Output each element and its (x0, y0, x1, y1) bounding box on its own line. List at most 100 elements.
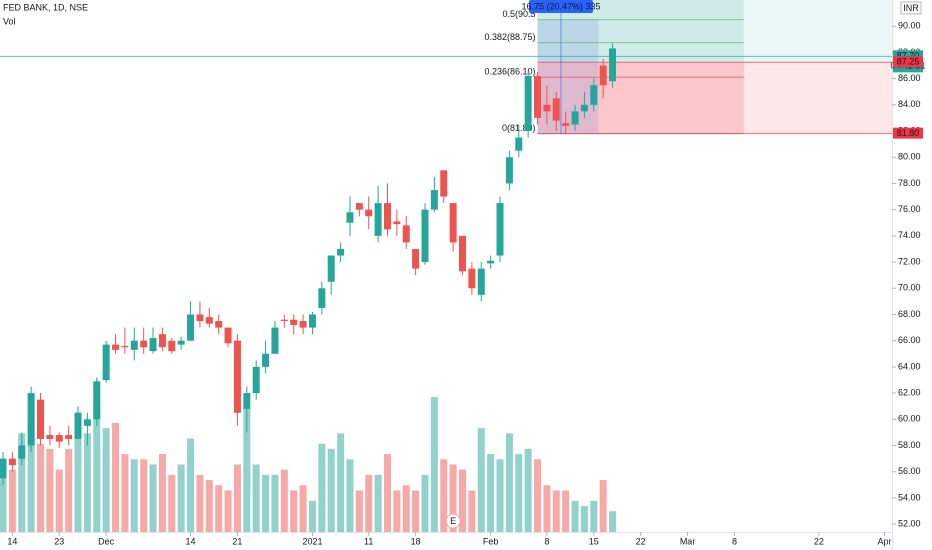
candle-body (449, 203, 457, 243)
candle-body (477, 268, 485, 295)
candle-body (243, 393, 251, 409)
candle-body (215, 321, 223, 328)
volume-bar (562, 490, 570, 532)
y-tick-label: 68.00 (898, 309, 921, 319)
candle-body (290, 319, 298, 325)
candle-body (543, 104, 551, 112)
volume-bar (468, 490, 476, 532)
candle-body (46, 435, 54, 439)
y-tick-label: 66.00 (898, 335, 921, 345)
candle-body (168, 340, 176, 352)
x-tick-label: 2021 (302, 536, 322, 546)
x-tick-label: 11 (364, 536, 373, 546)
volume-bar (299, 485, 307, 532)
volume-bar (46, 448, 54, 532)
candle-body (205, 317, 213, 324)
volume-bar (318, 443, 326, 532)
volume-bar (205, 480, 213, 532)
x-tick-label: 8 (544, 536, 549, 546)
candle-body (252, 366, 260, 394)
price-tag-label: 87.25 (897, 57, 920, 67)
volume-bar (515, 454, 523, 532)
x-tick-label: 15 (589, 536, 599, 546)
y-tick-label: 70.00 (898, 283, 921, 293)
volume-bar (346, 459, 354, 532)
volume-bar (308, 500, 316, 532)
volume-bar (18, 433, 26, 532)
candle-body (102, 344, 110, 380)
candle-body (0, 458, 7, 479)
candle-body (580, 104, 588, 112)
candle-body (468, 268, 476, 289)
candle-body (299, 321, 307, 328)
candle-body (121, 345, 129, 348)
volume-bar (374, 474, 382, 532)
candle-body (337, 248, 345, 256)
event-marker (445, 513, 461, 529)
currency-box[interactable] (900, 1, 922, 15)
volume-bar (262, 474, 270, 532)
measure-box (528, 0, 593, 13)
volume-bar (337, 433, 345, 532)
candle-body (65, 435, 73, 439)
candle-body (112, 344, 120, 350)
candle-body (459, 235, 467, 272)
y-tick-label: 58.00 (898, 440, 921, 450)
volume-bar (609, 511, 617, 532)
volume-bar (599, 480, 607, 532)
volume-bar (243, 407, 251, 532)
candle-body (393, 221, 401, 225)
candle-body (37, 399, 45, 439)
volume-bar (187, 438, 195, 532)
volume-bar (37, 443, 45, 532)
candle-body (599, 65, 607, 86)
candle-body (552, 98, 560, 121)
candle-body (524, 76, 532, 132)
candle-body (271, 327, 279, 354)
volume-bar (487, 454, 495, 532)
candle-body (149, 338, 157, 352)
fib-label: 0.236(86.10) (484, 67, 535, 77)
candle-body (224, 327, 232, 344)
volume-bar (552, 490, 560, 532)
volume-bar (590, 500, 598, 532)
volume-bar (102, 428, 110, 532)
volume-bar (121, 454, 129, 532)
candle-body (346, 212, 354, 223)
candle-body (318, 288, 326, 308)
volume-bar (440, 459, 448, 532)
candle-body (355, 203, 363, 210)
y-tick-label: 86.00 (898, 73, 921, 83)
x-tick-label: 8 (732, 536, 737, 546)
currency[interactable]: INR (903, 3, 919, 13)
volume-bar (524, 448, 532, 532)
volume-bar (327, 448, 335, 532)
candle-body (374, 203, 382, 236)
x-tick-label: 21 (232, 536, 242, 546)
volume-bar (571, 500, 579, 532)
volume-bar (402, 485, 410, 532)
price-pane: 0.5(90.50.382(88.75)0.236(86.10)0(81.80)… (0, 0, 892, 532)
candle-body (93, 381, 101, 420)
candle-body (27, 393, 35, 446)
y-tick-label: 56.00 (898, 466, 921, 476)
candle-body (280, 319, 288, 322)
candle-body (233, 340, 241, 413)
x-tick-label: Mar (680, 536, 696, 546)
volume-bar (83, 433, 91, 532)
candle-body (383, 203, 391, 230)
candle-body (140, 340, 148, 348)
volume-bar (505, 433, 513, 532)
volume-bar (130, 459, 138, 532)
candle-body (487, 260, 495, 264)
y-tick-label: 74.00 (898, 230, 921, 240)
candle-body (74, 412, 82, 439)
price-tag-label: 87.70 (897, 51, 920, 61)
volume-bar (112, 422, 120, 532)
price-tag (893, 127, 923, 139)
volume-bar (534, 459, 542, 532)
stop-zone-ext (743, 62, 892, 134)
y-tick-label: 90.00 (898, 21, 921, 31)
y-tick-label: 64.00 (898, 361, 921, 371)
